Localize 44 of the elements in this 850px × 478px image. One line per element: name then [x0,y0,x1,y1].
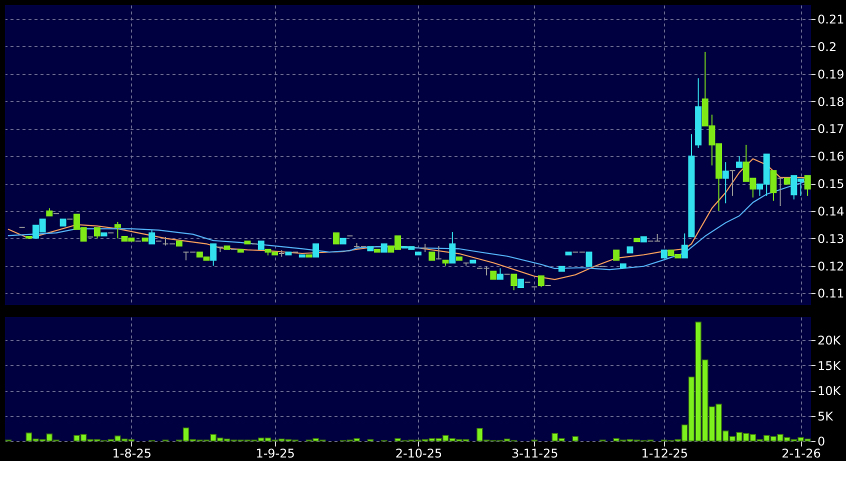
y-tick-label: 0.21 [818,12,844,26]
candlestick [538,275,544,288]
y-tick-label: 0.11 [818,286,844,301]
y-tick-label: 0.16 [818,150,844,164]
y-tick-label: 0 [818,434,826,448]
y-tick-label: 10K [818,384,842,398]
candlestick [216,246,224,253]
candlestick [722,162,729,204]
candlestick [777,178,784,207]
candlestick [496,268,504,280]
x-tick-label: 3-11-25 [511,446,558,460]
candlestick [681,232,688,258]
candlestick [312,243,320,258]
candlestick [436,246,442,260]
y-tick-label: 0.17 [818,122,844,136]
x-tick-label: 1-9-25 [256,446,295,460]
candlestick [114,221,121,239]
y-tick-label: 0.13 [818,232,844,246]
candlestick [736,156,743,168]
x-tick-label: 1-8-25 [112,446,152,460]
y-tick-label: 0.15 [818,177,844,192]
x-tick-label: 1-12-25 [641,446,688,460]
candlestick [462,262,470,266]
y-tick-label: 20K [818,334,842,348]
candlestick [586,252,592,267]
y-tick-label: 0.12 [818,259,844,274]
candlestick [449,232,456,264]
y-tick-label: 0.18 [818,94,844,109]
y-tick-label: 0.2 [818,40,837,54]
y-tick-label: 0.14 [818,204,844,218]
y-tick-label: 0.19 [818,67,844,82]
candlestick [210,243,217,266]
x-tick-label: 2-1-26 [782,446,821,460]
y-tick-label: 5K [818,409,834,424]
candlestick [729,170,736,196]
candlestick [770,170,777,202]
candlestick [613,250,620,261]
candlestick [333,232,340,244]
candlestick [510,274,518,291]
bar [572,436,578,442]
x-tick-label: 2-10-25 [395,446,442,460]
candlestick [148,230,156,244]
y-tick-label: 15K [818,358,842,373]
candlestick [94,227,100,239]
